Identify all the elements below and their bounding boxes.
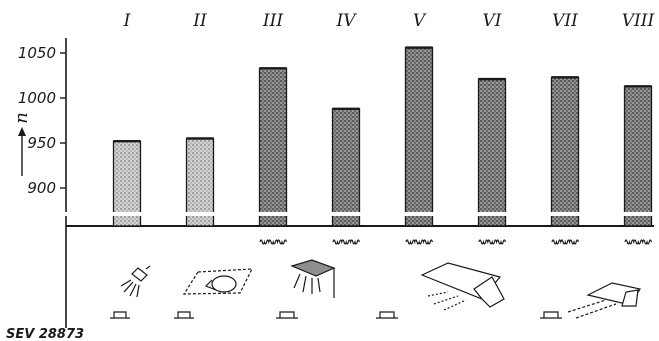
axis-break-gap (258, 212, 288, 216)
reference-number: SEV 28873 (6, 327, 84, 341)
angled-reflector-icon (567, 282, 641, 319)
wave-marker (624, 239, 652, 245)
bars (112, 46, 653, 227)
bar (112, 140, 142, 227)
base-plate-4 (376, 311, 398, 319)
axis-break-gap (112, 212, 142, 216)
category-label: VII (552, 11, 578, 31)
axis-break-gap (550, 212, 580, 216)
axis-break-gap (331, 212, 361, 216)
category-label: VI (483, 11, 502, 31)
y-tick-label: 1050 (18, 44, 56, 62)
y-ticks: 900 950 1000 1050 (18, 44, 70, 216)
wave-markers (259, 239, 652, 245)
bar (623, 85, 653, 227)
wave-marker (259, 239, 287, 245)
category-label: VIII (622, 11, 655, 31)
wave-marker (332, 239, 360, 245)
category-label: V (413, 11, 427, 31)
axis-break-gap (623, 212, 653, 216)
trough-reflector-icon (420, 262, 505, 311)
bar (404, 46, 434, 227)
y-tick-label: 1000 (18, 89, 56, 107)
lamp-icon (120, 265, 151, 298)
category-label: I (123, 11, 131, 31)
wave-marker (551, 239, 579, 245)
base-plate-1 (110, 311, 130, 319)
y-tick-label: 900 (27, 179, 56, 197)
base-plate-5 (540, 311, 562, 319)
category-label: II (192, 11, 207, 31)
wave-marker (478, 239, 506, 245)
y-axis-title: n (11, 112, 32, 124)
bar (258, 67, 288, 227)
category-labels: I II III IV V VI VII VIII (123, 11, 655, 31)
category-label: III (262, 11, 283, 31)
bar (331, 108, 361, 227)
axis-break-gap (404, 212, 434, 216)
wave-marker (405, 239, 433, 245)
lamp-in-box-icon (182, 268, 253, 295)
y-axis-break (62, 212, 70, 216)
bar (550, 76, 580, 227)
category-label: IV (336, 11, 358, 31)
base-plate-2 (174, 311, 194, 319)
canopy-lamp-icon (290, 259, 336, 298)
base-plate-3 (276, 311, 298, 319)
axis-break-gap (477, 212, 507, 216)
y-axis-label: n (11, 112, 32, 176)
axis-break-gap (185, 212, 215, 216)
bar (477, 78, 507, 227)
y-tick-label: 950 (27, 134, 56, 152)
